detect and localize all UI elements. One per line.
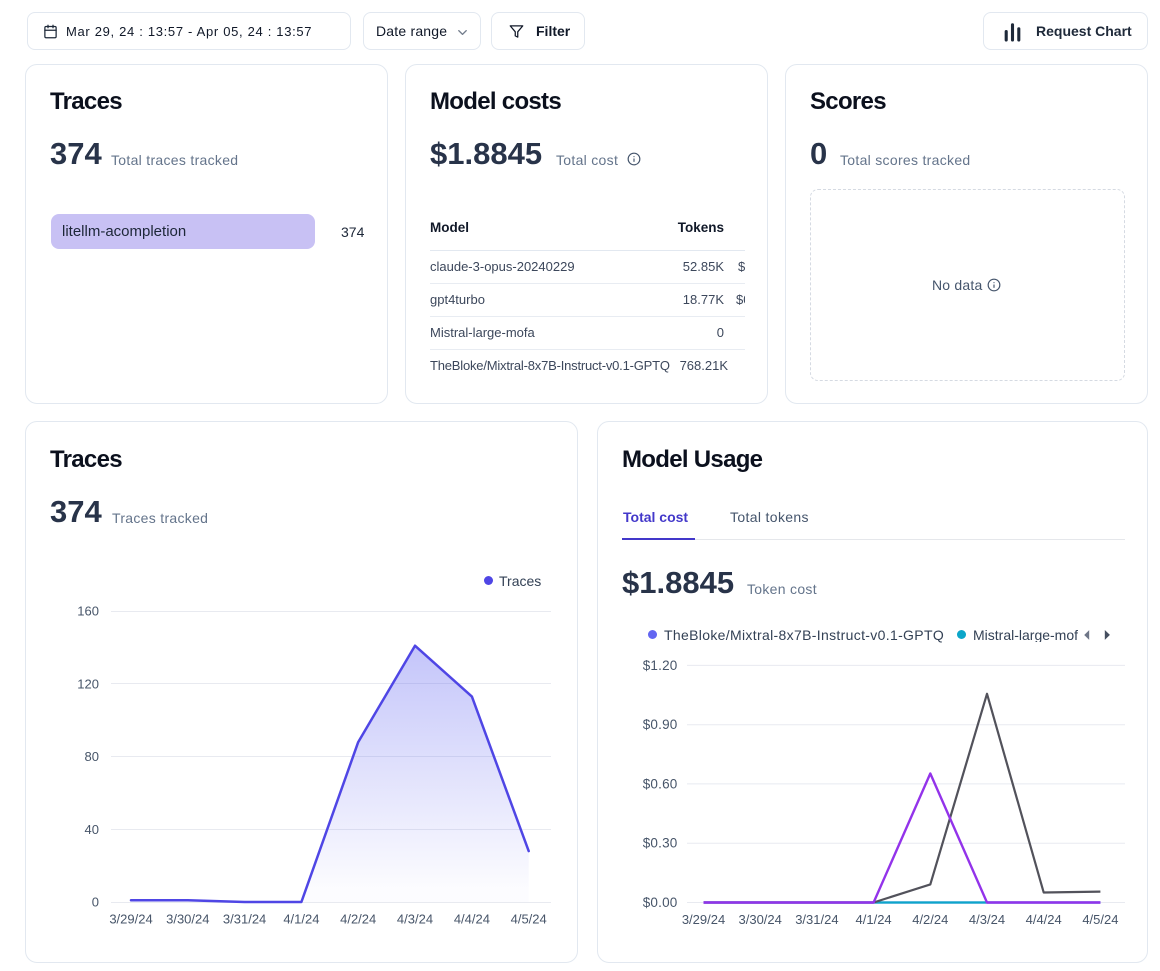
svg-text:4/1/24: 4/1/24 bbox=[856, 912, 892, 927]
svg-text:0: 0 bbox=[92, 895, 99, 910]
svg-text:4/3/24: 4/3/24 bbox=[397, 912, 433, 927]
svg-text:4/2/24: 4/2/24 bbox=[340, 912, 376, 927]
svg-text:4/3/24: 4/3/24 bbox=[969, 912, 1005, 927]
svg-text:4/5/24: 4/5/24 bbox=[511, 912, 547, 927]
svg-text:$0.60: $0.60 bbox=[643, 776, 678, 791]
svg-text:120: 120 bbox=[77, 676, 99, 691]
svg-text:$1.20: $1.20 bbox=[643, 658, 678, 673]
svg-text:4/5/24: 4/5/24 bbox=[1082, 912, 1118, 927]
svg-text:3/31/24: 3/31/24 bbox=[223, 912, 266, 927]
svg-text:3/31/24: 3/31/24 bbox=[795, 912, 838, 927]
svg-text:3/29/24: 3/29/24 bbox=[682, 912, 725, 927]
svg-text:3/30/24: 3/30/24 bbox=[739, 912, 782, 927]
svg-text:$0.90: $0.90 bbox=[643, 717, 678, 732]
svg-text:4/1/24: 4/1/24 bbox=[283, 912, 319, 927]
svg-text:3/30/24: 3/30/24 bbox=[166, 912, 209, 927]
svg-text:$0.00: $0.00 bbox=[643, 895, 678, 910]
svg-text:$0.30: $0.30 bbox=[643, 836, 678, 851]
svg-text:160: 160 bbox=[77, 604, 99, 619]
svg-text:40: 40 bbox=[85, 822, 99, 837]
svg-text:4/4/24: 4/4/24 bbox=[454, 912, 490, 927]
svg-text:3/29/24: 3/29/24 bbox=[109, 912, 152, 927]
svg-text:4/2/24: 4/2/24 bbox=[912, 912, 948, 927]
svg-text:4/4/24: 4/4/24 bbox=[1026, 912, 1062, 927]
svg-text:80: 80 bbox=[85, 749, 99, 764]
